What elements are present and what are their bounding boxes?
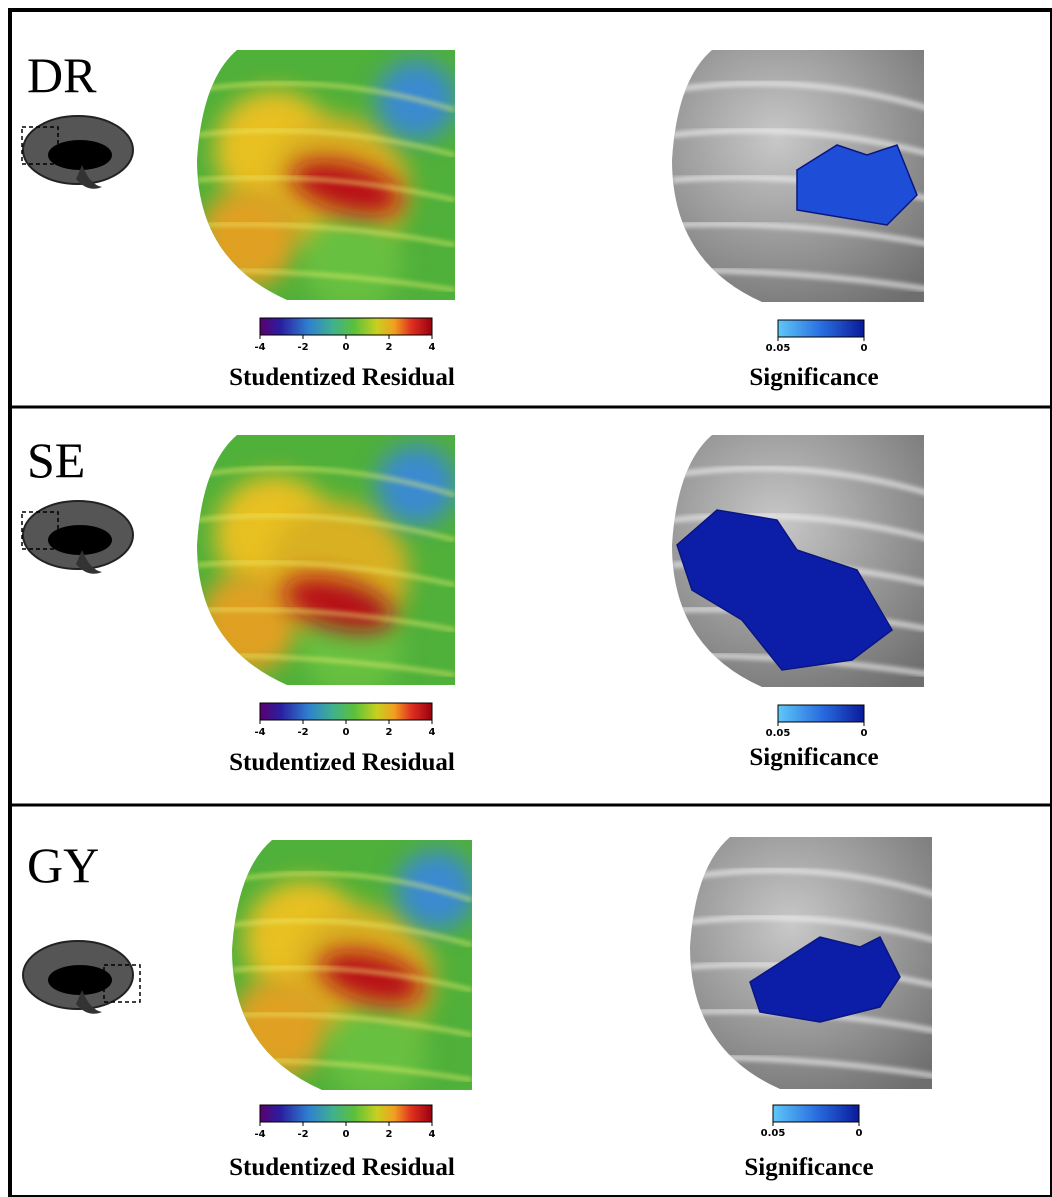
colorbar-tick-label: 0.05 [761,1128,786,1139]
brain-icon [22,116,133,189]
colorbar-title: Studentized Residual [229,1154,455,1181]
colorbar-tick-label: 0 [343,342,350,353]
residual-map [230,840,476,1103]
figure: DR -4 -2 0 2 4 Studentized Residual 0.05 0 Signif… [0,0,1052,1197]
panel-label: GY [27,837,99,893]
colorbar [260,703,432,720]
colorbar [778,705,864,722]
colorbar [773,1105,859,1122]
colorbar-tick-label: 4 [429,1129,436,1140]
colorbar-tick-label: -2 [297,1129,308,1140]
brain-icon [23,941,140,1014]
colorbar-tick-label: 2 [386,727,393,738]
panel-label: SE [27,432,85,488]
colorbar-title: Studentized Residual [229,749,455,776]
colorbar-tick-label: -2 [297,342,308,353]
colorbar-title: Significance [744,1154,873,1181]
colorbar-tick-label: 0 [861,728,868,739]
colorbar-tick-label: -4 [254,1129,265,1140]
colorbar-tick-label: 0 [343,1129,350,1140]
colorbar-tick-label: -4 [254,727,265,738]
colorbar [778,320,864,337]
colorbar-tick-label: 2 [386,1129,393,1140]
panel-label: DR [27,47,97,103]
colorbar-tick-label: 4 [429,727,436,738]
colorbar-tick-label: -4 [254,342,265,353]
colorbar [260,1105,432,1122]
brain-icon [22,501,133,574]
colorbar-title: Significance [749,364,878,391]
icon-inner [48,965,112,995]
colorbar-tick-label: 4 [429,342,436,353]
colorbar-tick-label: -2 [297,727,308,738]
colorbar-tick-label: 0 [343,727,350,738]
colorbar-tick-label: 2 [386,342,393,353]
colorbar-tick-label: 0.05 [766,343,791,354]
significance-map [690,837,942,1089]
residual-map [197,50,456,313]
colorbar-tick-label: 0 [861,343,868,354]
significance-map [672,435,934,687]
colorbar-title: Studentized Residual [229,364,455,391]
residual-map [197,435,456,698]
colorbar [260,318,432,335]
colorbar-tick-label: 0 [856,1128,863,1139]
colorbar-title: Significance [749,744,878,771]
colorbar-tick-label: 0.05 [766,728,791,739]
significance-map [672,50,934,302]
